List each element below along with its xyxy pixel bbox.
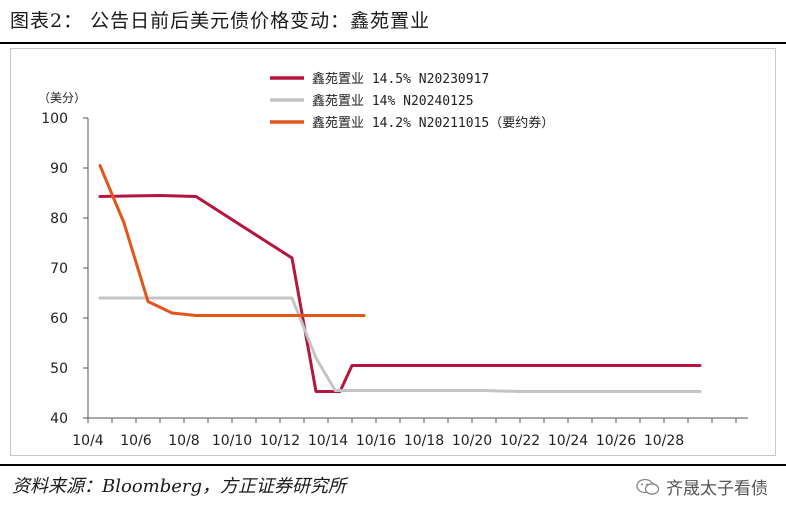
watermark-text: 齐晟太子看债 xyxy=(666,479,768,499)
x-tick-label: 10/28 xyxy=(644,433,684,449)
series-line-1 xyxy=(98,194,702,393)
x-tick-label: 10/26 xyxy=(596,433,636,449)
series-line-3 xyxy=(98,164,366,317)
x-tick-label: 10/20 xyxy=(452,433,492,449)
axes-layer: 40 50 60 70 80 90 100 （美分） 10/4 10/6 10/8 10/10 10/1… xyxy=(38,91,748,449)
figure-title: 图表2： 公告日前后美元债价格变动：鑫苑置业 xyxy=(10,10,431,32)
legend-label-1: 鑫苑置业 14.5% N20230917 xyxy=(312,71,489,87)
bottom-rule xyxy=(0,464,786,466)
x-tick-label: 10/16 xyxy=(356,433,396,449)
watermark: 齐晟太子看债 xyxy=(636,474,768,499)
y-tick-label: 80 xyxy=(50,211,68,227)
legend-label-2: 鑫苑置业 14% N20240125 xyxy=(312,93,474,109)
y-axis-unit-label: （美分） xyxy=(38,91,86,105)
y-tick-label: 40 xyxy=(50,411,68,427)
x-tick-label: 10/14 xyxy=(308,433,348,449)
wechat-icon xyxy=(636,478,660,495)
y-tick-label: 90 xyxy=(50,161,68,177)
x-tick-label: 10/22 xyxy=(500,433,540,449)
y-tick-label: 100 xyxy=(41,111,68,127)
series-layer xyxy=(98,164,702,393)
y-tick-label: 60 xyxy=(50,311,68,327)
y-tick-label: 70 xyxy=(50,261,68,277)
x-tick-label: 10/10 xyxy=(212,433,252,449)
series-line-2 xyxy=(98,296,702,393)
x-tick-label: 10/18 xyxy=(404,433,444,449)
x-tick-label: 10/24 xyxy=(548,433,588,449)
chart-frame xyxy=(10,48,776,456)
legend-label-3: 鑫苑置业 14.2% N20211015（要约券） xyxy=(312,115,554,131)
top-rule xyxy=(0,42,786,44)
y-tick-label: 50 xyxy=(50,361,68,377)
x-tick-label: 10/12 xyxy=(260,433,300,449)
source-note: 资料来源：Bloomberg，方正证券研究所 xyxy=(12,476,347,497)
legend: 鑫苑置业 14.5% N20230917 鑫苑置业 14% N20240125 鑫苑… xyxy=(270,71,554,131)
x-tick-label: 10/8 xyxy=(168,433,199,449)
x-tick-label: 10/4 xyxy=(72,433,104,449)
x-tick-label: 10/6 xyxy=(120,433,152,449)
